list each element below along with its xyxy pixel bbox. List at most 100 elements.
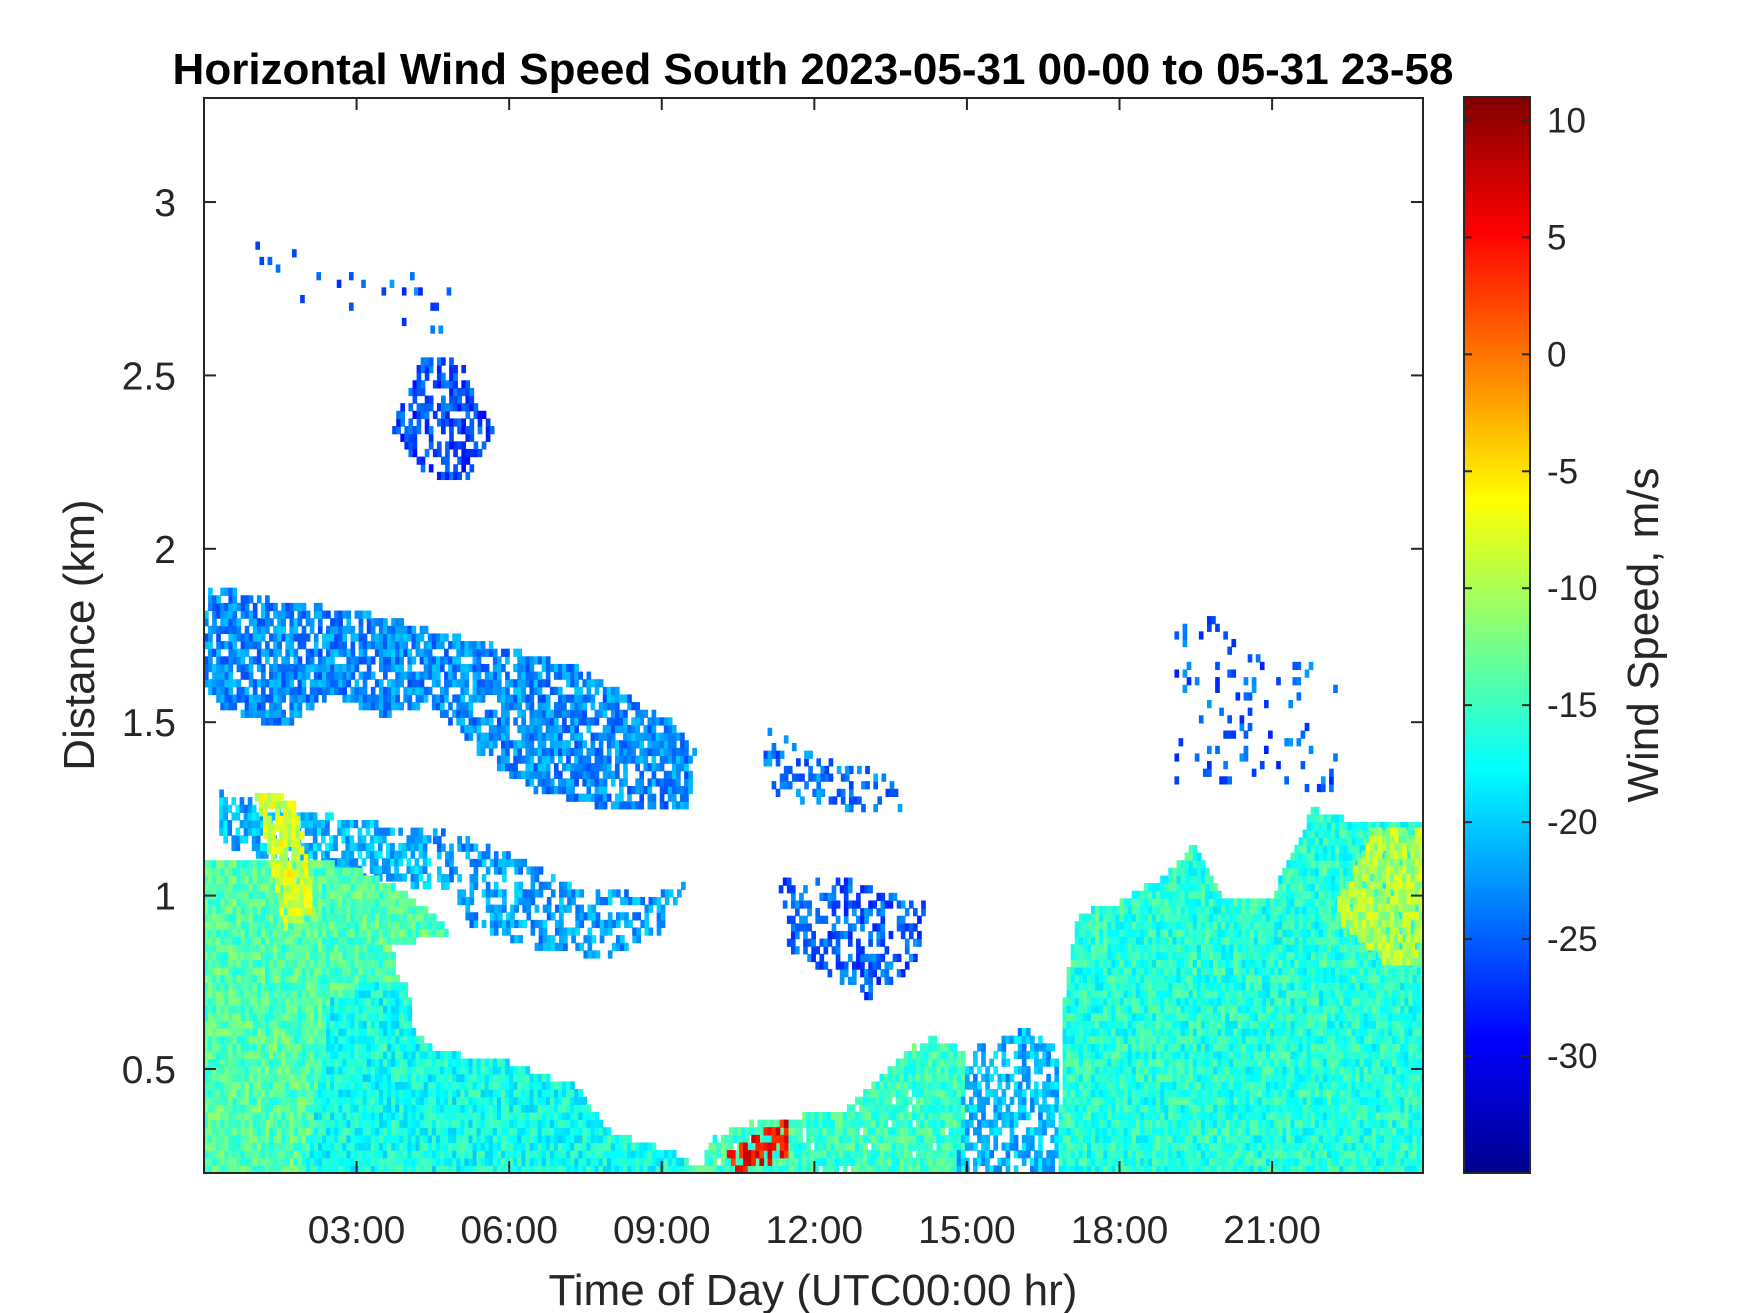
heat-cell	[1219, 776, 1224, 785]
heat-cell	[293, 1111, 299, 1121]
heat-cell	[440, 656, 445, 665]
heat-cell	[480, 686, 486, 696]
heat-cell	[281, 1111, 286, 1121]
heat-cell	[853, 796, 858, 805]
heat-cell	[559, 935, 564, 944]
heat-cell	[341, 858, 346, 867]
heat-cell	[322, 1157, 327, 1166]
heat-cell	[232, 1020, 238, 1029]
heat-cell	[497, 866, 503, 875]
heat-cell	[273, 890, 278, 899]
heat-cell	[436, 448, 442, 458]
heat-cell	[342, 875, 348, 884]
heat-cell	[322, 1035, 327, 1044]
heat-cell	[330, 1119, 335, 1128]
heat-cell	[334, 982, 339, 991]
heat-cell	[587, 912, 593, 921]
heat-cell	[590, 793, 596, 802]
heat-cell	[1215, 684, 1220, 693]
heat-cell	[790, 946, 796, 955]
heat-cell	[1231, 669, 1237, 678]
heat-cell	[541, 747, 547, 757]
heat-cell	[472, 686, 478, 696]
heat-cell	[212, 625, 217, 635]
heat-cell	[220, 656, 225, 665]
heat-cell	[220, 618, 225, 627]
heat-cell	[309, 663, 315, 673]
heat-cell	[889, 781, 895, 790]
heat-cell	[374, 1020, 380, 1029]
heat-cell	[345, 842, 351, 852]
heat-cell	[228, 951, 234, 960]
heat-cell	[582, 709, 588, 718]
heat-cell	[383, 1157, 388, 1166]
heat-cell	[334, 875, 339, 884]
heat-cell	[835, 900, 841, 909]
heat-cell	[330, 1165, 335, 1173]
heat-cell	[1284, 738, 1289, 747]
heat-cell	[529, 763, 535, 772]
heat-cell	[240, 1111, 246, 1121]
heat-cell	[297, 967, 303, 976]
heat-cell	[408, 403, 414, 412]
heat-cell	[428, 403, 434, 412]
heat-cell	[517, 740, 522, 749]
heat-cell	[224, 967, 230, 976]
heat-cell	[313, 1119, 319, 1128]
heat-cell	[265, 656, 270, 665]
heat-cell	[248, 1127, 254, 1136]
heat-cell	[309, 1050, 315, 1060]
heat-cell	[265, 944, 270, 953]
heat-cell	[827, 938, 833, 947]
heat-cell	[635, 740, 640, 749]
heat-cell	[260, 997, 266, 1006]
heat-cell	[671, 786, 677, 795]
heat-cell	[313, 1020, 319, 1029]
heat-cell	[488, 740, 494, 749]
heat-cell	[326, 890, 331, 899]
heat-cell	[861, 804, 866, 813]
heat-cell	[514, 889, 519, 898]
heat-cell	[346, 936, 352, 945]
heat-cell	[358, 694, 364, 703]
heat-cell	[457, 843, 462, 852]
heat-cell	[383, 890, 388, 899]
heat-cell	[868, 908, 873, 917]
heat-cell	[252, 921, 258, 930]
heat-cell	[320, 827, 326, 836]
heat-cell	[464, 641, 470, 650]
heat-cell	[224, 898, 230, 907]
heat-cell	[452, 679, 457, 688]
heat-cell	[273, 967, 278, 976]
heat-cell	[502, 889, 507, 898]
heat-cell	[533, 709, 539, 718]
heat-cell	[590, 747, 596, 757]
heat-cell	[391, 1073, 396, 1083]
heat-cell	[285, 1050, 291, 1060]
heat-cell	[582, 694, 588, 703]
heat-cell	[851, 923, 857, 932]
heat-cell	[415, 702, 421, 711]
heat-cell	[330, 648, 335, 657]
heat-cell	[228, 1150, 234, 1159]
heat-cell	[472, 724, 478, 734]
heat-cell	[383, 641, 388, 650]
heat-cell	[401, 317, 407, 327]
heat-cell	[378, 1028, 384, 1037]
heat-cell	[334, 997, 339, 1006]
heat-cell	[354, 1066, 360, 1075]
heat-cell	[256, 1012, 262, 1022]
heat-cell	[1174, 753, 1180, 762]
heat-cell	[771, 781, 777, 790]
heat-cell	[436, 365, 442, 374]
heat-cell	[799, 892, 804, 902]
heat-cell	[680, 801, 685, 810]
heat-cell	[224, 656, 230, 665]
heat-cell	[204, 936, 209, 945]
heat-cell	[606, 694, 612, 703]
heat-cell	[619, 709, 624, 718]
heat-cell	[570, 717, 575, 726]
heat-cell	[232, 702, 238, 711]
heat-cell	[856, 961, 861, 970]
heat-cell	[864, 915, 869, 924]
